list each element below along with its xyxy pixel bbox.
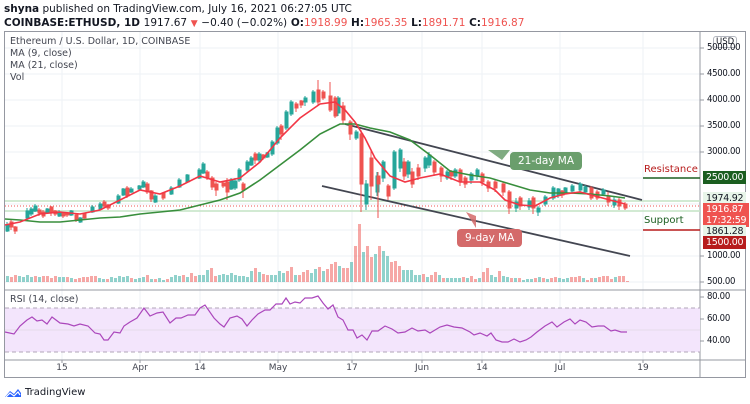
time-label: 14 bbox=[194, 363, 206, 373]
time-label: 17 bbox=[346, 363, 358, 373]
support-price-badge: 1500.00 bbox=[703, 236, 747, 249]
published-text: published on TradingView.com, July 16, 2… bbox=[42, 3, 352, 15]
price-label: 500.00 bbox=[707, 276, 736, 287]
symbol-info: COINBASE:ETHUSD, 1D 1917.67 ▼ −0.40 (−0.… bbox=[4, 17, 524, 29]
last-price-badge: 1916.87 17:32:59 bbox=[703, 203, 750, 227]
price-label: 4000.00 bbox=[707, 94, 741, 105]
price-change: −0.40 (−0.02%) bbox=[201, 17, 288, 29]
open-label: O: bbox=[290, 17, 304, 29]
rsi-label: 80.00 bbox=[707, 291, 730, 302]
price-label: 4500.00 bbox=[707, 68, 741, 79]
price-label: 3000.00 bbox=[707, 146, 741, 157]
currency-button[interactable]: USD bbox=[713, 36, 738, 48]
ma9-line bbox=[4, 101, 626, 226]
time-label: 14 bbox=[476, 363, 488, 373]
high-value: 1965.35 bbox=[364, 17, 408, 29]
channel-upper-line bbox=[344, 123, 643, 201]
ma21-line bbox=[4, 123, 626, 223]
high-label: H: bbox=[351, 17, 365, 29]
time-label: 19 bbox=[637, 363, 649, 373]
tradingview-cloud-icon bbox=[5, 388, 21, 397]
low-value: 1891.71 bbox=[422, 17, 466, 29]
ma9-callout: 9-day MA bbox=[457, 229, 523, 247]
low-label: L: bbox=[411, 17, 422, 29]
volume-bars bbox=[6, 224, 629, 282]
legend-rsi[interactable]: RSI (14, close) bbox=[10, 294, 79, 305]
bar-countdown: 17:32:59 bbox=[706, 215, 747, 226]
author: shyna bbox=[4, 3, 40, 15]
resistance-annotation: Resistance bbox=[644, 164, 698, 175]
time-label: May bbox=[268, 363, 288, 373]
legend-vol[interactable]: Vol bbox=[10, 72, 25, 83]
time-label: 15 bbox=[56, 363, 68, 373]
rsi-label: 60.00 bbox=[707, 313, 730, 324]
support-annotation: Support bbox=[644, 215, 684, 226]
ma9-price-badge: 1861.28 bbox=[703, 225, 747, 238]
time-label: Jun bbox=[414, 363, 430, 373]
down-arrow-icon: ▼ bbox=[190, 19, 198, 29]
close-label: C: bbox=[469, 17, 481, 29]
resistance-price-badge: 2500.00 bbox=[703, 171, 747, 184]
legend-ma21[interactable]: MA (21, close) bbox=[10, 60, 78, 71]
legend-title: Ethereum / U.S. Dollar, 1D, COINBASE bbox=[10, 36, 191, 47]
close-value: 1916.87 bbox=[480, 17, 525, 29]
logo-text: TradingView bbox=[25, 387, 86, 398]
rsi-label: 40.00 bbox=[707, 335, 730, 346]
time-label: Apr bbox=[132, 363, 148, 373]
ma21-price-badge: 1974.92 bbox=[703, 192, 747, 205]
symbol: COINBASE:ETHUSD, 1D bbox=[4, 17, 140, 29]
open-value: 1918.99 bbox=[303, 17, 348, 29]
rsi-line bbox=[4, 295, 627, 343]
price-label: 1000.00 bbox=[707, 250, 741, 261]
last-price: 1917.67 bbox=[143, 17, 188, 29]
publish-info: shyna published on TradingView.com, July… bbox=[4, 3, 352, 15]
last-price-value: 1916.87 bbox=[706, 204, 744, 215]
time-label: Jul bbox=[554, 363, 566, 373]
price-label: 3500.00 bbox=[707, 120, 741, 131]
price-label: 5000.00 bbox=[707, 42, 741, 53]
tradingview-logo[interactable]: TradingView bbox=[4, 387, 85, 398]
ma21-callout: 21-day MA bbox=[510, 152, 583, 170]
legend-ma9[interactable]: MA (9, close) bbox=[10, 48, 72, 59]
